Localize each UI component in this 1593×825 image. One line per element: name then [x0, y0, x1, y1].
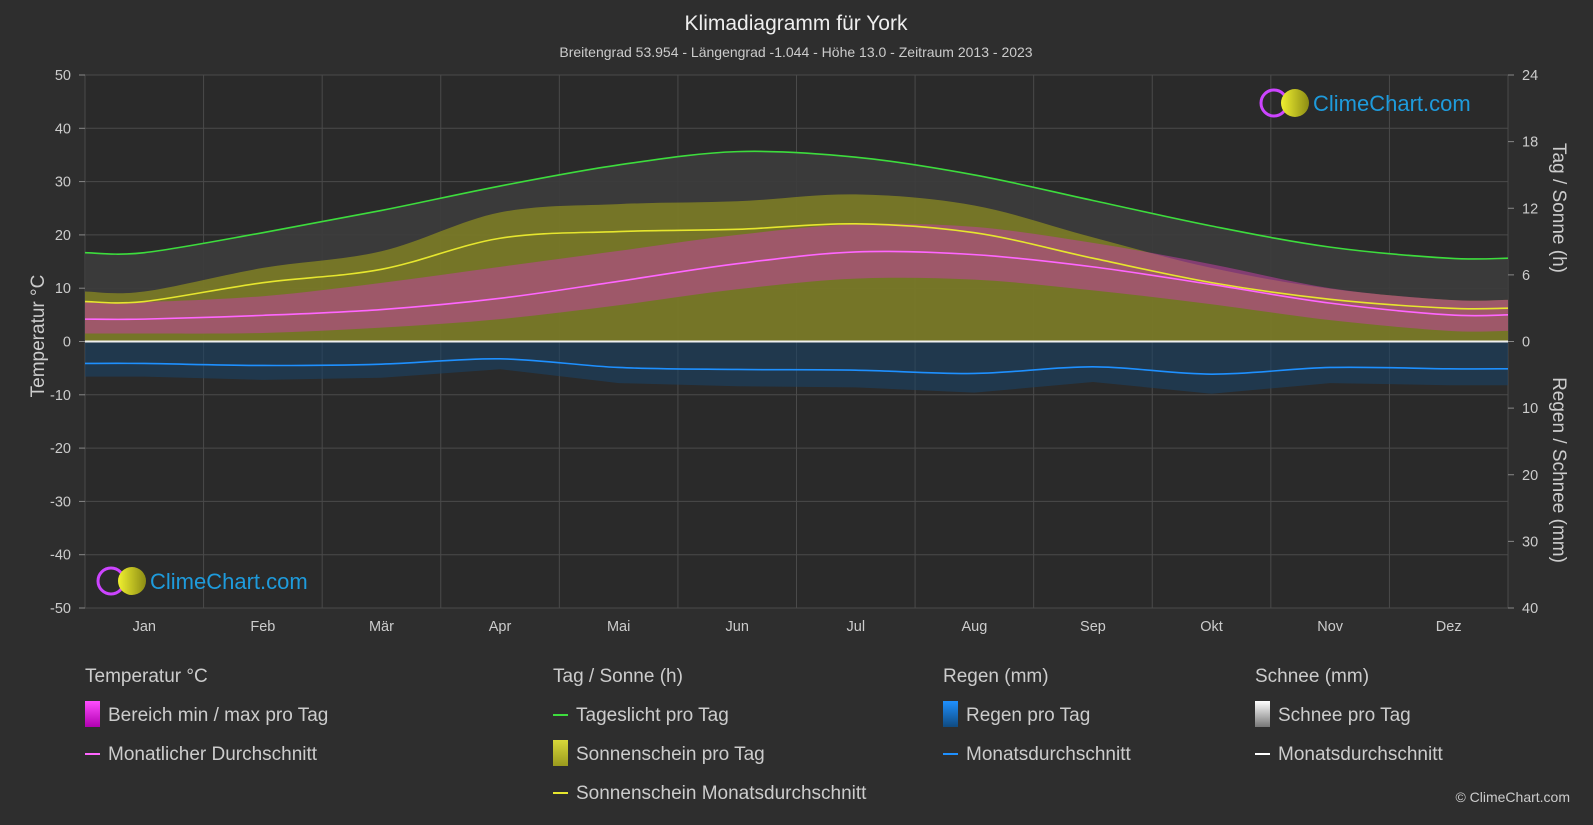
legend-sunshine-avg-label: Sonnenschein Monatsdurchschnitt	[576, 783, 867, 804]
y-tick-left: 0	[63, 335, 71, 351]
y-tick-left: -50	[50, 601, 71, 617]
brand-text-top: ClimeChart.com	[1313, 91, 1471, 116]
legend-temp-range-label: Bereich min / max pro Tag	[108, 705, 328, 726]
legend-rain-day-swatch	[943, 701, 958, 727]
legend-temp-heading: Temperatur °C	[85, 666, 208, 687]
brand-logo-top[interactable]: ClimeChart.com	[1259, 88, 1471, 118]
chart-title: Klimadiagramm für York	[685, 12, 908, 35]
chart-subtitle: Breitengrad 53.954 - Längengrad -1.044 -…	[559, 44, 1032, 60]
rain-avg-line	[84, 357, 1509, 375]
y-tick-left: -20	[50, 441, 71, 457]
legend-daylight-label: Tageslicht pro Tag	[576, 705, 729, 726]
y-tick-right-sun: 18	[1522, 135, 1538, 151]
x-tick-month: Jun	[726, 619, 749, 635]
y-tick-left: -40	[50, 548, 71, 564]
x-tick-month: Mär	[369, 619, 394, 635]
copyright: © ClimeChart.com	[1455, 789, 1570, 805]
y-tick-left: 10	[55, 281, 71, 297]
x-tick-month: Jan	[133, 619, 156, 635]
temperature-range-band	[85, 223, 1508, 334]
legend-snow-heading: Schnee (mm)	[1255, 666, 1369, 687]
y-tick-left: 40	[55, 121, 71, 137]
legend-rain-heading: Regen (mm)	[943, 666, 1049, 687]
daylight-line	[84, 150, 1509, 260]
y-axis-left-title: Temperatur °C	[28, 275, 49, 398]
legend-snow-day-label: Schnee pro Tag	[1278, 705, 1411, 726]
logo-sun-icon	[118, 567, 146, 595]
x-tick-month: Dez	[1436, 619, 1462, 635]
y-tick-right-precip: 10	[1522, 401, 1538, 417]
y-tick-left: 20	[55, 228, 71, 244]
temperature-avg-line	[84, 250, 1509, 321]
rain-area	[85, 341, 1508, 394]
legend-temp-avg-label: Monatlicher Durchschnitt	[108, 744, 318, 765]
x-tick-month: Sep	[1080, 619, 1106, 635]
x-tick-month: Okt	[1200, 619, 1223, 635]
legend-sunshine-day-label: Sonnenschein pro Tag	[576, 744, 765, 765]
y-axis-right-top-title: Tag / Sonne (h)	[1548, 143, 1569, 273]
y-tick-left: 50	[55, 68, 71, 84]
y-tick-right-sun: 0	[1522, 335, 1530, 351]
y-tick-left: 30	[55, 175, 71, 191]
legend: Temperatur °C Bereich min / max pro Tag …	[85, 666, 1443, 804]
data-lines	[84, 150, 1509, 375]
legend-temp-range-swatch	[85, 701, 100, 727]
brand-logo-bottom[interactable]: ClimeChart.com	[96, 566, 308, 596]
x-tick-month: Apr	[489, 619, 512, 635]
y-tick-left: -30	[50, 494, 71, 510]
legend-snow-day-swatch	[1255, 701, 1270, 727]
x-tick-month: Mai	[607, 619, 630, 635]
x-tick-month: Jul	[847, 619, 866, 635]
legend-snow-avg-label: Monatsdurchschnitt	[1278, 744, 1443, 765]
y-tick-right-precip: 20	[1522, 468, 1538, 484]
legend-rain-day-label: Regen pro Tag	[966, 705, 1090, 726]
brand-text-bottom: ClimeChart.com	[150, 569, 308, 594]
x-tick-month: Aug	[961, 619, 987, 635]
y-tick-right-precip: 30	[1522, 534, 1538, 550]
x-tick-month: Feb	[250, 619, 275, 635]
legend-rain-avg-label: Monatsdurchschnitt	[966, 744, 1131, 765]
logo-sun-icon	[1281, 89, 1309, 117]
axis-ticks: 50 40 30 20 10 0 -10 -20 -30 -40 -50 24 18 12 6 0 10 20 30…	[50, 68, 1538, 635]
y-tick-right-sun: 6	[1522, 268, 1530, 284]
y-axis-right-bottom-title: Regen / Schnee (mm)	[1548, 377, 1569, 563]
y-tick-right-sun: 12	[1522, 201, 1538, 217]
sunshine-avg-line	[84, 222, 1509, 310]
y-tick-left: -10	[50, 388, 71, 404]
x-tick-month: Nov	[1317, 619, 1344, 635]
legend-sun-heading: Tag / Sonne (h)	[553, 666, 683, 687]
y-tick-right-sun: 24	[1522, 68, 1538, 84]
legend-sunshine-day-swatch	[553, 740, 568, 766]
y-tick-right-precip: 40	[1522, 601, 1538, 617]
